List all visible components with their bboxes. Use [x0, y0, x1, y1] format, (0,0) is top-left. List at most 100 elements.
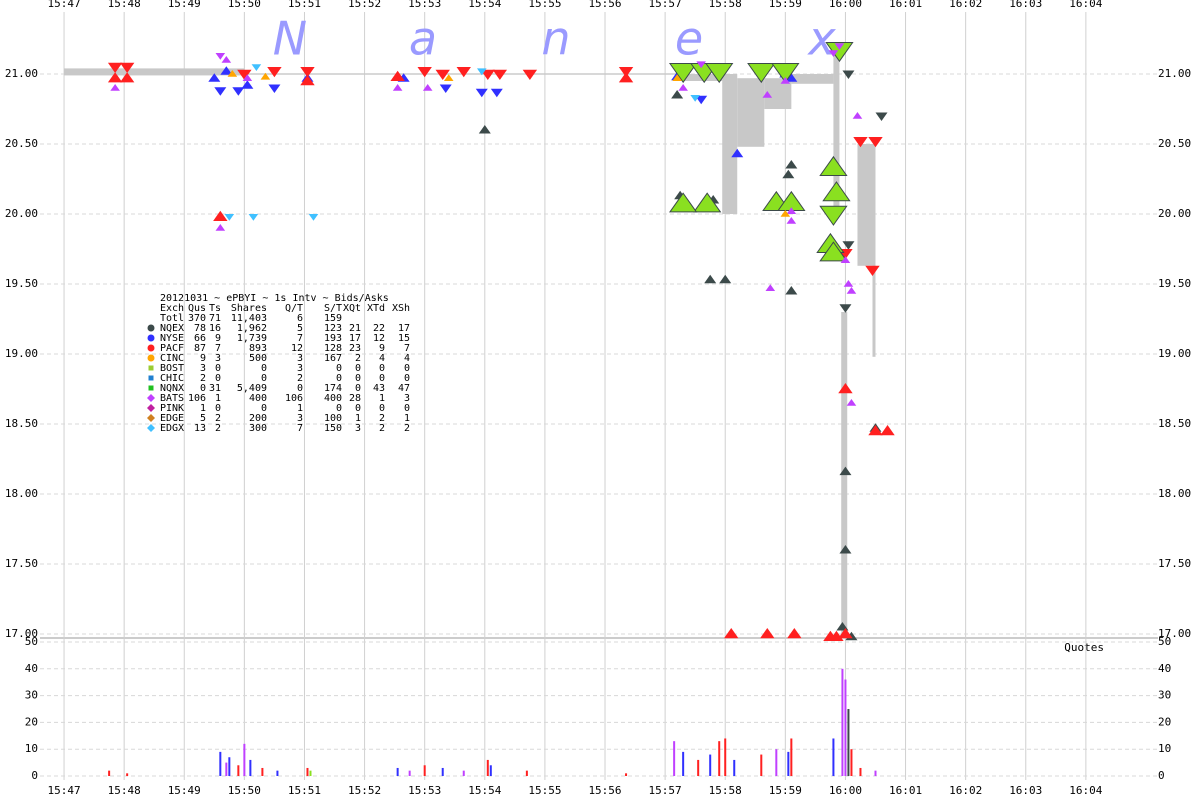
table-cell: Qus	[188, 303, 206, 314]
table-cell: 106	[285, 393, 303, 404]
table-cell: 87	[194, 343, 206, 354]
quote-marker	[705, 63, 734, 84]
quote-bar	[243, 743, 246, 776]
quote-tick-label: 10	[1158, 742, 1171, 755]
table-cell: 0	[297, 383, 303, 394]
table-cell: 31	[209, 383, 221, 394]
table-cell: 0	[404, 363, 410, 374]
x-tick-label: 15:58	[709, 0, 742, 10]
x-tick-label: 15:52	[348, 0, 381, 10]
quote-marker	[785, 73, 798, 82]
legend-swatch	[148, 365, 154, 371]
table-cell: 7	[297, 333, 303, 344]
quote-marker	[668, 192, 698, 213]
quote-marker	[439, 84, 452, 93]
table-cell: 500	[249, 353, 267, 364]
quote-marker	[786, 217, 797, 224]
table-cell: 9	[215, 333, 221, 344]
x-tick-label: 15:51	[288, 0, 321, 10]
quote-bar	[249, 759, 252, 776]
legend-swatch	[147, 344, 155, 352]
quote-bar	[309, 770, 312, 776]
quote-tick-label: 20	[25, 715, 38, 728]
spread-area	[244, 73, 678, 75]
quote-marker	[435, 69, 450, 80]
table-cell: 9	[200, 353, 206, 364]
y-tick-label: 20.50	[1158, 137, 1191, 150]
table-cell: 159	[324, 313, 342, 324]
quote-marker	[476, 68, 487, 76]
watermark-letter: n	[541, 12, 570, 66]
x-tick-label: 15:56	[588, 0, 621, 10]
quote-marker	[695, 95, 708, 105]
quote-marker	[719, 274, 732, 284]
spread-area	[64, 68, 245, 76]
quote-marker	[771, 63, 800, 84]
y-tick-label: 20.00	[5, 207, 38, 220]
table-cell: 3	[200, 363, 206, 374]
table-cell: 2	[379, 413, 385, 424]
quote-tick-label: 40	[25, 662, 38, 675]
table-cell: 22	[373, 323, 385, 334]
x-tick-label: 16:00	[829, 0, 862, 10]
table-cell: 2	[379, 423, 385, 434]
quote-bar	[760, 754, 763, 776]
quote-bar	[787, 751, 790, 776]
quote-marker	[822, 181, 851, 202]
y-tick-label: 19.00	[5, 347, 38, 360]
quote-marker	[119, 72, 135, 83]
quote-bar	[486, 759, 489, 776]
watermark-letter: N	[273, 12, 307, 66]
spread-area	[737, 78, 765, 147]
x-tick-label: 16:04	[1069, 0, 1102, 10]
quote-marker	[260, 72, 271, 80]
quote-tick-label: 40	[1158, 662, 1171, 675]
quote-marker	[671, 90, 684, 99]
quote-bar	[225, 762, 228, 776]
table-cell: 23	[349, 343, 361, 354]
quote-bar	[126, 773, 129, 776]
quote-marker	[786, 207, 797, 214]
table-cell: 1	[200, 403, 206, 414]
quote-tick-label: 10	[25, 742, 38, 755]
x-tick-label: 15:56	[588, 784, 621, 797]
spread-area	[791, 74, 834, 84]
table-cell: 200	[249, 413, 267, 424]
x-tick-label: 16:02	[949, 0, 982, 10]
quote-bar	[423, 765, 426, 776]
table-cell: 0	[261, 403, 267, 414]
spread-area	[857, 144, 873, 266]
table-cell: 66	[194, 333, 206, 344]
table-cell: 5	[200, 413, 206, 424]
legend-swatch	[147, 334, 155, 342]
table-cell: 12	[291, 343, 303, 354]
table-cell: 2	[355, 353, 361, 364]
table-cell: 106	[188, 393, 206, 404]
x-tick-label: 15:47	[47, 784, 80, 797]
quote-marker	[840, 256, 851, 263]
table-cell: 1,739	[237, 333, 267, 344]
table-cell: 9	[379, 343, 385, 354]
table-cell: 193	[324, 333, 342, 344]
quote-bar	[625, 773, 628, 776]
quote-marker	[251, 64, 262, 71]
quote-marker	[237, 69, 252, 80]
table-cell: 5	[297, 323, 303, 334]
table-cell: CHIC	[160, 373, 184, 384]
x-tick-label: 15:57	[649, 784, 682, 797]
quote-bar	[108, 770, 111, 776]
table-cell: 0	[379, 403, 385, 414]
table-cell: 0	[215, 363, 221, 374]
quote-bar	[790, 738, 793, 776]
watermark-letter: x	[806, 12, 836, 66]
quote-marker	[852, 112, 863, 119]
table-cell: 0	[355, 363, 361, 374]
quote-marker	[268, 84, 281, 93]
table-cell: 3	[297, 413, 303, 424]
table-cell: Q/T	[285, 303, 303, 314]
quote-marker	[865, 265, 880, 276]
quote-marker	[417, 67, 432, 78]
quote-marker	[834, 43, 845, 50]
quote-marker	[704, 274, 717, 284]
quote-bar	[718, 741, 721, 776]
